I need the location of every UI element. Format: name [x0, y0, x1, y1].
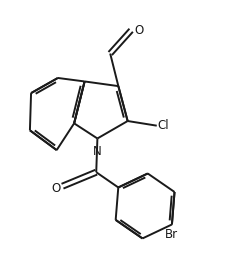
Text: Br: Br [165, 228, 179, 241]
Text: O: O [51, 182, 60, 195]
Text: N: N [93, 145, 102, 158]
Text: Cl: Cl [157, 119, 169, 132]
Text: O: O [134, 24, 143, 37]
